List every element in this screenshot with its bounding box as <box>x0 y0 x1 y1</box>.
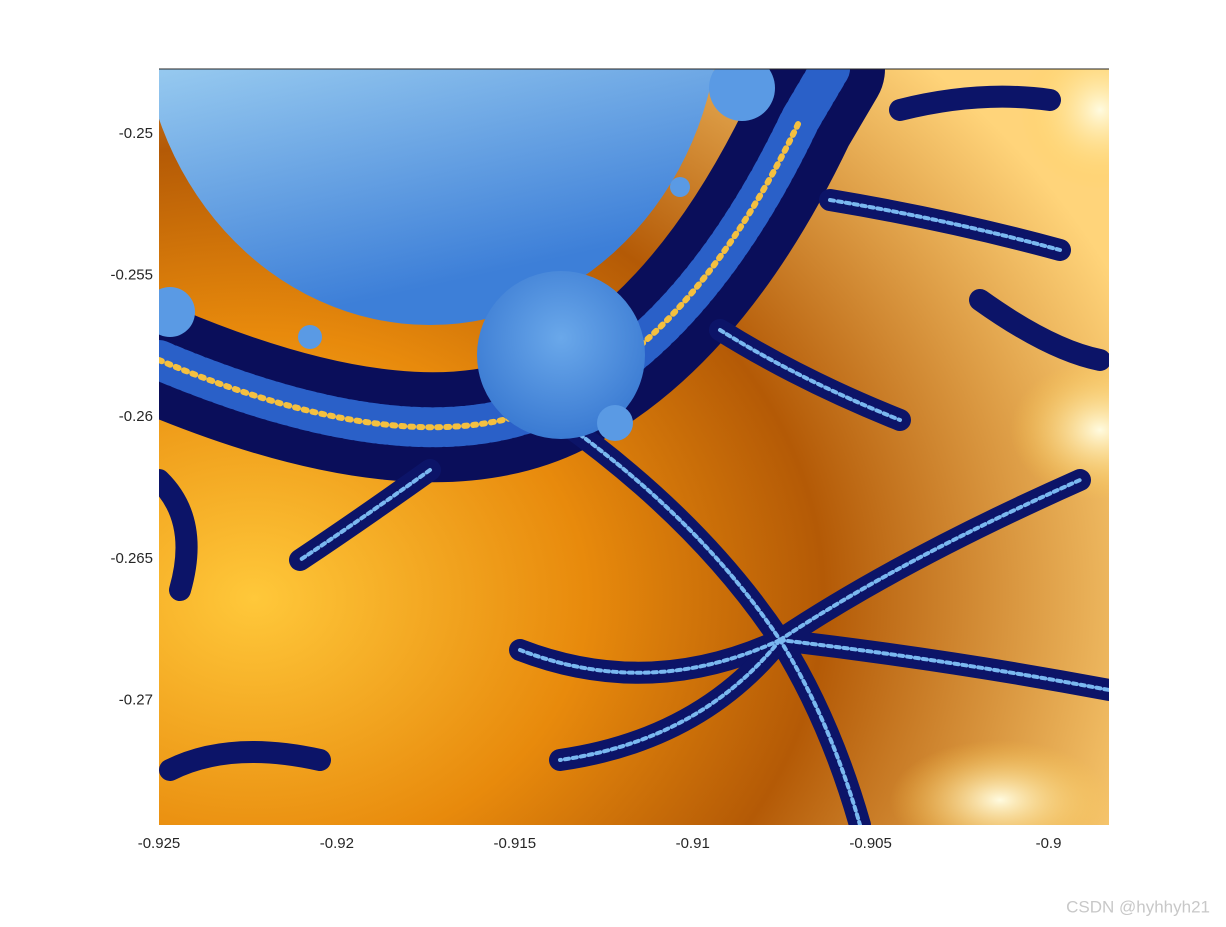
y-tick-label: -0.25 <box>119 125 153 142</box>
x-tick-label: -0.905 <box>849 835 892 852</box>
y-tick-label: -0.265 <box>110 550 153 567</box>
x-tick-label: -0.9 <box>1036 835 1062 852</box>
y-tick-label: -0.26 <box>119 408 153 425</box>
x-tick-label: -0.92 <box>320 835 354 852</box>
watermark: CSDN @hyhhyh21 <box>1066 897 1210 916</box>
x-tick-label: -0.915 <box>494 835 537 852</box>
y-tick-label: -0.27 <box>119 691 153 708</box>
y-tick-label: -0.255 <box>110 267 153 284</box>
fractal-image <box>159 69 1109 825</box>
x-tick-label: -0.925 <box>138 835 181 852</box>
x-tick-label: -0.91 <box>676 835 710 852</box>
